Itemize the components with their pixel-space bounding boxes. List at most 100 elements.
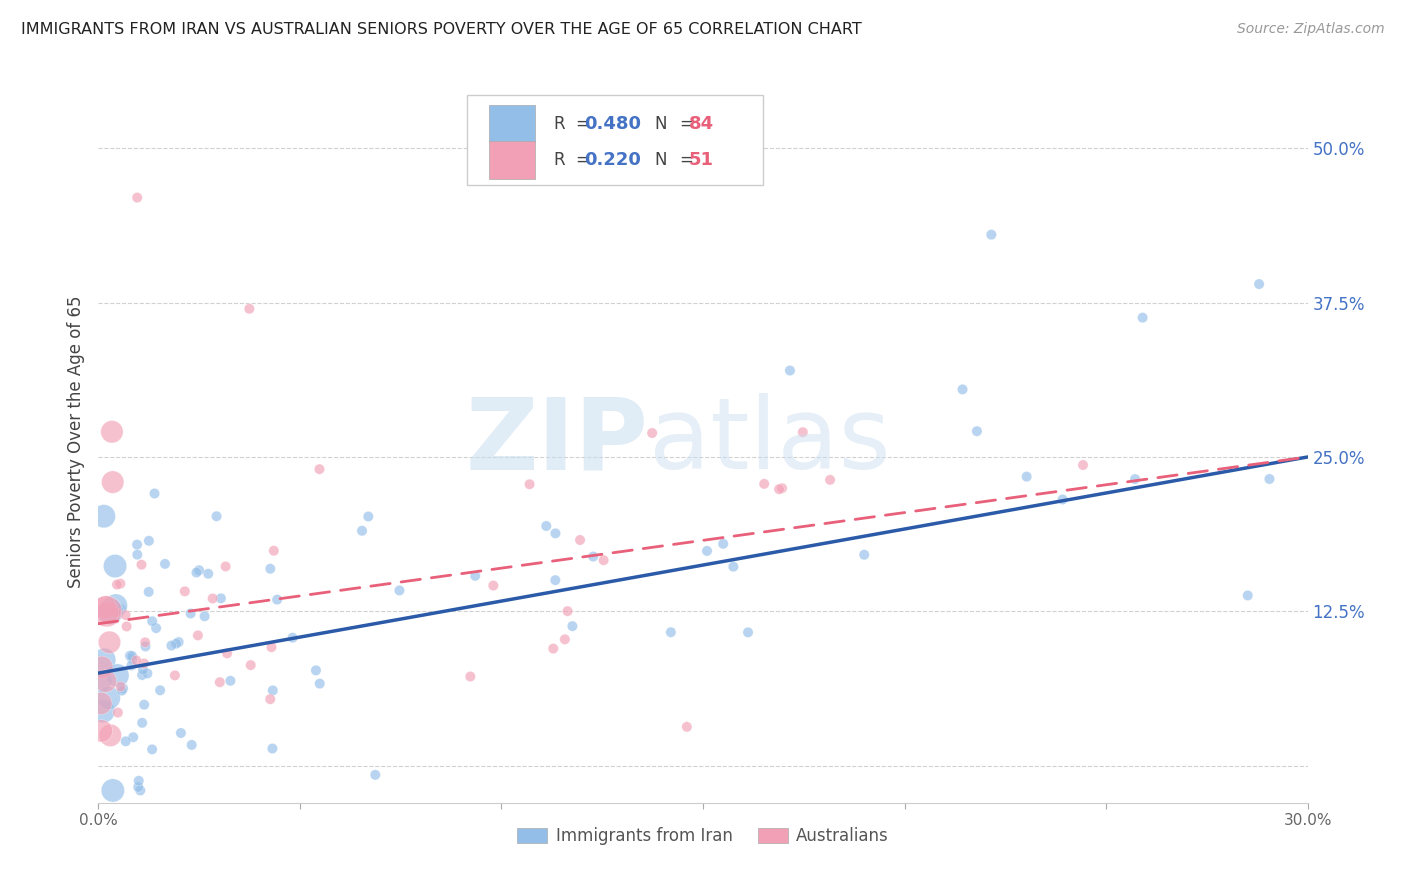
Point (114, 608, 136, 623)
Text: 0.480: 0.480 (585, 115, 641, 133)
Point (536, 519, 558, 533)
Point (1132, 310, 1154, 325)
Point (115, 619, 138, 633)
Point (97, 605, 120, 619)
Point (364, 768, 387, 782)
Point (94, 600, 117, 615)
Point (239, 658, 262, 673)
Text: ZIP: ZIP (465, 393, 648, 490)
Point (262, 741, 284, 756)
Point (180, 738, 202, 752)
Point (569, 533, 592, 547)
Point (165, 637, 187, 651)
FancyBboxPatch shape (467, 95, 763, 185)
Point (259, 692, 281, 706)
Point (93, 653, 115, 667)
Point (121, 658, 143, 673)
Point (1071, 458, 1094, 472)
Text: R: R (553, 151, 565, 169)
Point (180, 607, 202, 621)
Point (127, 780, 149, 794)
Point (93, 704, 115, 718)
Point (89, 673, 111, 688)
Point (1123, 472, 1146, 486)
Point (770, 481, 793, 495)
Legend: Immigrants from Iran, Australians: Immigrants from Iran, Australians (517, 827, 889, 845)
Point (93, 509, 115, 524)
Text: N: N (655, 151, 666, 169)
Point (541, 641, 564, 656)
Point (98, 635, 121, 649)
Point (217, 646, 239, 660)
Point (259, 562, 281, 576)
Point (952, 383, 974, 397)
Point (90, 723, 112, 738)
Point (723, 559, 745, 574)
Point (201, 591, 224, 606)
Point (188, 563, 211, 577)
Point (557, 604, 579, 618)
Point (143, 486, 166, 500)
Point (308, 676, 330, 690)
Point (659, 625, 682, 640)
Point (121, 652, 143, 666)
Text: =: = (679, 151, 693, 169)
Point (194, 609, 217, 624)
Point (138, 585, 160, 599)
Point (121, 648, 143, 663)
Point (696, 544, 718, 558)
Text: 0.220: 0.220 (585, 151, 641, 169)
Point (167, 635, 190, 649)
Point (818, 473, 841, 487)
Point (482, 578, 505, 592)
Point (853, 548, 876, 562)
Point (101, 425, 124, 439)
Point (90, 660, 112, 674)
Point (544, 573, 567, 587)
Point (163, 668, 186, 682)
Point (1258, 472, 1281, 486)
Point (131, 558, 153, 572)
Point (1249, 277, 1271, 291)
Point (305, 664, 328, 678)
Point (209, 591, 232, 606)
Point (127, 191, 149, 205)
Point (1052, 492, 1074, 507)
Point (131, 715, 153, 730)
Point (464, 569, 486, 583)
Point (112, 681, 135, 696)
Point (792, 425, 814, 440)
Text: R: R (553, 115, 565, 133)
Point (125, 538, 148, 552)
Point (129, 783, 152, 797)
Point (128, 773, 150, 788)
Point (149, 683, 172, 698)
Point (134, 698, 156, 712)
Point (141, 614, 163, 628)
Point (966, 424, 988, 438)
Text: Source: ZipAtlas.com: Source: ZipAtlas.com (1237, 22, 1385, 37)
Bar (489, 141, 534, 178)
Point (170, 726, 193, 740)
Point (104, 559, 127, 574)
Text: atlas: atlas (648, 393, 890, 490)
Point (308, 462, 330, 476)
Point (263, 543, 285, 558)
Point (357, 509, 380, 524)
Point (136, 666, 159, 681)
Point (186, 566, 208, 580)
Text: N: N (655, 115, 666, 133)
Point (134, 635, 156, 649)
Point (173, 584, 195, 599)
Point (132, 663, 155, 677)
Point (104, 599, 127, 613)
Point (138, 533, 160, 548)
Text: =: = (679, 115, 693, 133)
Point (519, 477, 541, 491)
Point (260, 640, 283, 655)
Text: =: = (575, 115, 589, 133)
Point (754, 476, 776, 491)
Point (768, 482, 790, 496)
Point (118, 648, 141, 663)
Point (779, 363, 801, 377)
